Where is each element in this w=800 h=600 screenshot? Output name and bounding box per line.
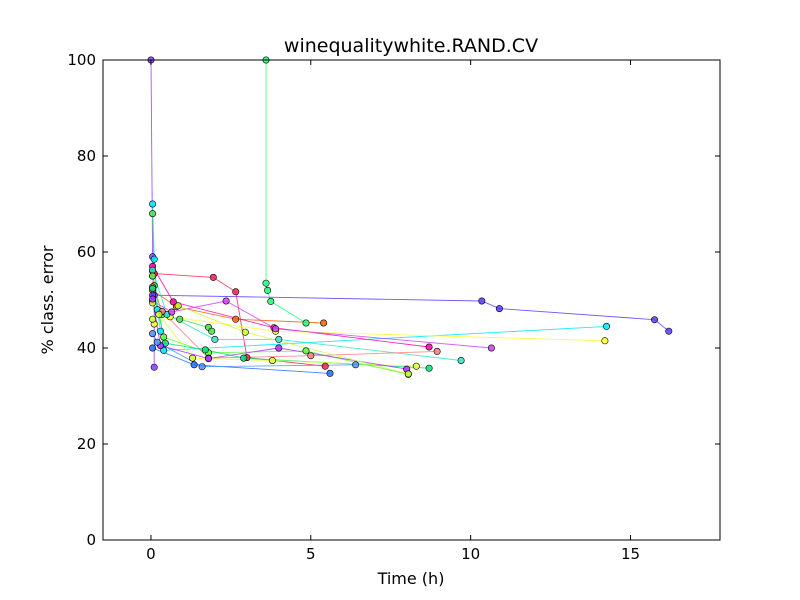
data-point [352, 361, 360, 369]
data-point [149, 344, 157, 352]
data-point [425, 343, 433, 351]
data-point [457, 356, 465, 364]
data-point [264, 286, 272, 294]
data-point [149, 200, 157, 208]
data-point [169, 298, 177, 306]
data-point [232, 288, 240, 296]
data-point [665, 327, 673, 335]
data-point [174, 302, 182, 310]
data-point [267, 297, 275, 305]
y-tick-label: 40 [77, 339, 96, 357]
data-point [208, 327, 216, 335]
data-point [425, 364, 433, 372]
series-line-17 [152, 333, 356, 368]
data-point [404, 370, 412, 378]
data-point [222, 297, 230, 305]
data-point [157, 327, 165, 335]
data-point [209, 273, 217, 281]
data-point [149, 295, 157, 303]
data-point [487, 344, 495, 352]
y-tick-label: 100 [67, 51, 96, 69]
data-point [160, 333, 168, 341]
series-line-5 [152, 290, 324, 324]
chart-title: winequalitywhite.RAND.CV [284, 35, 538, 57]
data-point [176, 315, 184, 323]
y-tick-label: 80 [77, 147, 96, 165]
data-point [602, 322, 610, 330]
x-tick-label: 10 [461, 545, 480, 563]
data-point [272, 325, 280, 333]
y-axis-label: % class. error [38, 245, 57, 354]
data-point [433, 347, 441, 355]
data-point [150, 363, 158, 371]
data-point [232, 315, 240, 323]
data-point [302, 319, 310, 327]
data-point [149, 284, 157, 292]
chart-marks [147, 56, 673, 378]
data-point [205, 355, 213, 363]
data-point [198, 363, 206, 371]
data-point [262, 279, 270, 287]
data-point [326, 369, 334, 377]
data-point [302, 347, 310, 355]
data-point [211, 335, 219, 343]
data-point [241, 328, 249, 336]
data-point [160, 346, 168, 354]
x-tick-label: 5 [306, 545, 316, 563]
data-point [478, 297, 486, 305]
data-point [495, 305, 503, 313]
series-line-3 [265, 60, 307, 324]
y-tick-label: 0 [86, 531, 96, 549]
data-point [275, 344, 283, 352]
data-point [149, 210, 157, 218]
data-point [307, 352, 315, 360]
data-point [275, 335, 283, 343]
plot-frame [102, 59, 721, 541]
data-point [240, 354, 248, 362]
series-line-8 [154, 316, 605, 342]
data-point [320, 319, 328, 327]
data-point [601, 337, 609, 345]
x-tick-label: 15 [621, 545, 640, 563]
data-point [190, 361, 198, 369]
y-tick-label: 60 [77, 243, 96, 261]
axis-ticks: 0 5 10 15 0 20 40 60 80 100 [67, 51, 720, 563]
data-point [155, 310, 163, 318]
data-point [149, 272, 157, 280]
data-point [149, 266, 157, 274]
data-point [153, 338, 161, 346]
y-tick-label: 20 [77, 435, 96, 453]
data-point [149, 315, 157, 323]
series-line-9 [152, 270, 462, 361]
x-tick-label: 0 [146, 545, 156, 563]
data-point [149, 330, 157, 338]
data-point [168, 308, 176, 316]
data-point [150, 255, 158, 263]
data-point [189, 354, 197, 362]
series-line-1 [152, 203, 607, 351]
data-point [650, 316, 658, 324]
data-point [268, 356, 276, 364]
x-axis-label: Time (h) [377, 569, 445, 588]
series-line-6 [152, 266, 430, 348]
data-point [201, 346, 209, 354]
data-point [412, 362, 420, 370]
data-point [321, 362, 329, 370]
